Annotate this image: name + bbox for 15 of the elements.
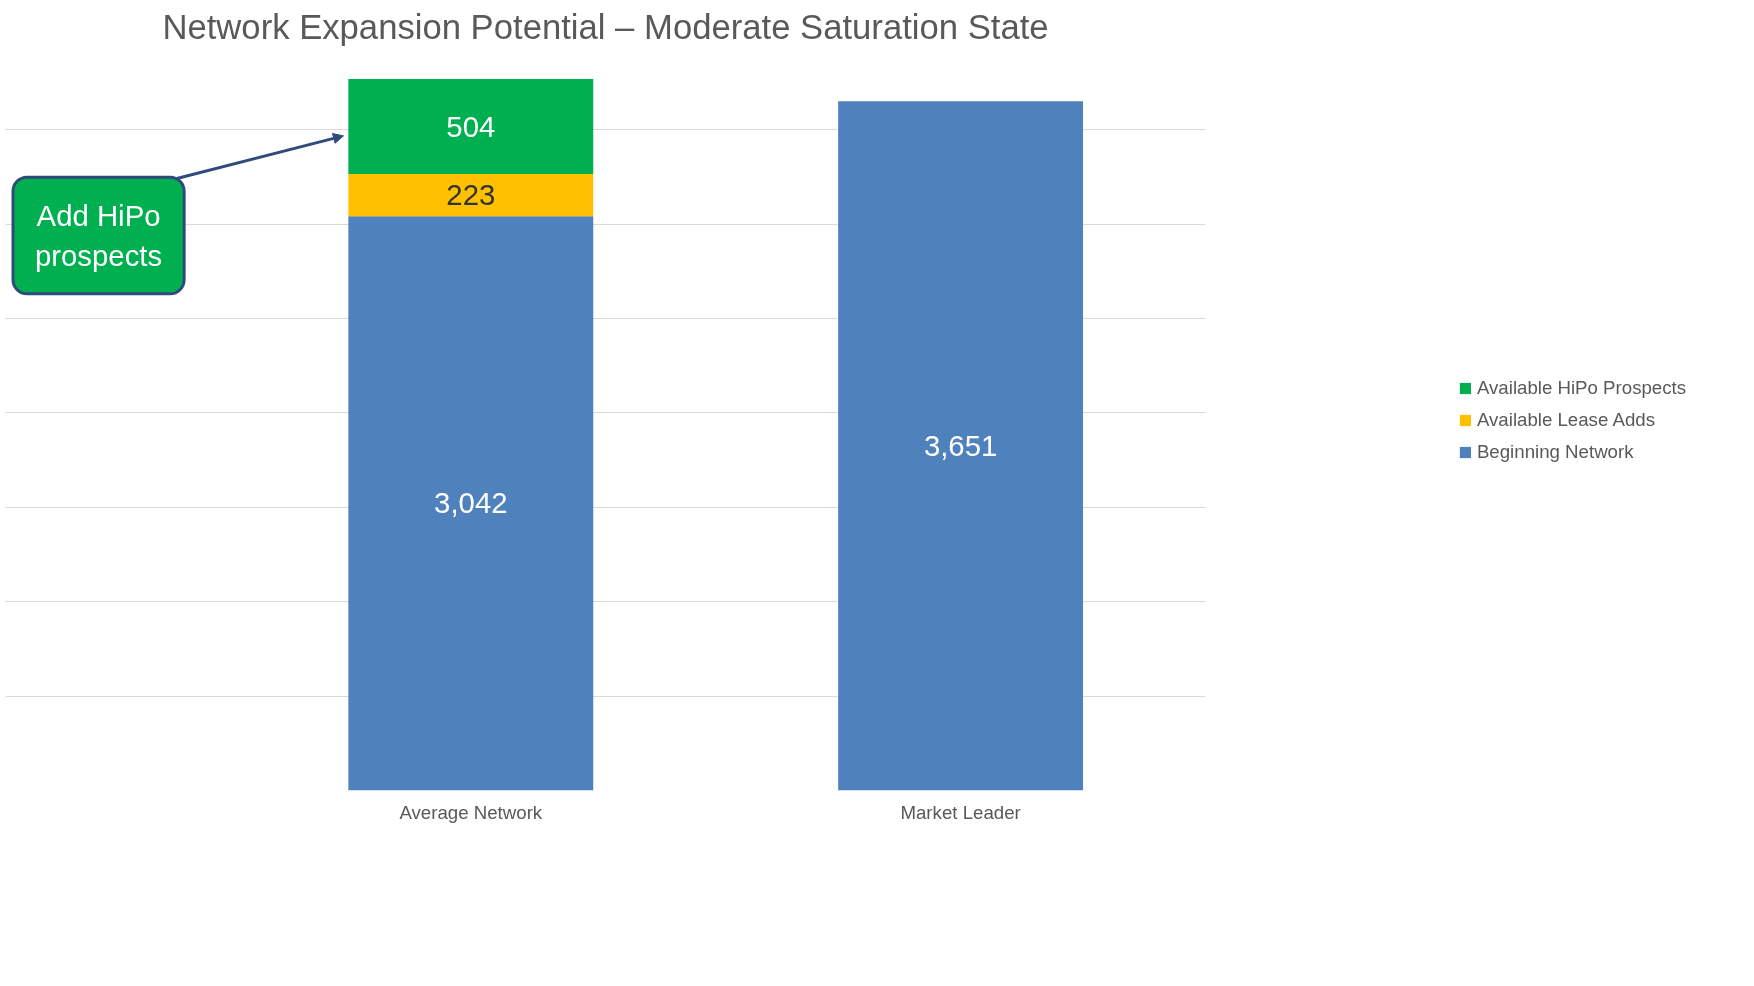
legend-label: Available Lease Adds: [1476, 409, 1656, 431]
x-tick-label: Market Leader: [900, 801, 1021, 823]
bar: [348, 216, 594, 791]
data-label: 504: [446, 109, 496, 143]
x-tick-label: Average Network: [399, 801, 543, 823]
bar: [348, 174, 594, 217]
data-label: 3,651: [923, 428, 998, 462]
chart-title: Network Expansion Potential – Moderate Saturation State: [162, 7, 1049, 46]
legend-label: Available HiPo Prospects: [1476, 377, 1687, 399]
bar: [838, 101, 1084, 791]
legend-label: Beginning Network: [1476, 441, 1634, 463]
data-label: 223: [446, 178, 496, 212]
bar: [348, 78, 594, 175]
data-label: 3,042: [434, 486, 508, 520]
annotation: Add HiPo prospects: [34, 199, 163, 272]
